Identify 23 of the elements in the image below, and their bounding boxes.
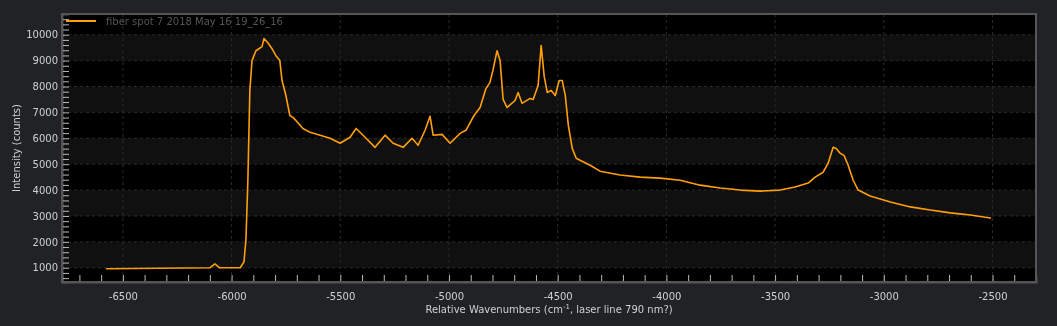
y-tick-label: 5000 (32, 158, 58, 170)
line-series (105, 37, 992, 270)
y-tick-label: 2000 (32, 236, 58, 248)
x-tick-label: -3000 (869, 291, 899, 302)
y-tick-label: 3000 (32, 210, 58, 222)
x-tick-label: -6000 (217, 291, 247, 302)
y-tick-label: 6000 (32, 132, 58, 144)
x-axis-title: Relative Wavenumbers (cm$^{-1}$, laser line 790 nm?) (425, 303, 673, 315)
y-tick-label: 10000 (26, 29, 58, 41)
legend-label: fiber spot 7 2018 May 16 19_26_16 (106, 16, 283, 28)
y-axis-title: Intensity (counts) (11, 103, 22, 192)
x-tick-label: -2500 (978, 291, 1008, 302)
y-tick-label: 1000 (32, 262, 58, 274)
y-tick-label: 9000 (32, 55, 58, 67)
x-tick-label: -4000 (652, 291, 682, 302)
y-tick-label: 4000 (32, 184, 58, 196)
x-tick-label: -5000 (434, 291, 465, 302)
x-tick-label: -5500 (326, 291, 356, 302)
y-tick-label: 7000 (32, 107, 58, 119)
y-tick-label: 8000 (32, 81, 58, 93)
x-tick-label: -3500 (761, 291, 791, 302)
x-tick-label: -4500 (543, 291, 573, 302)
x-tick-label: -6500 (108, 291, 138, 302)
